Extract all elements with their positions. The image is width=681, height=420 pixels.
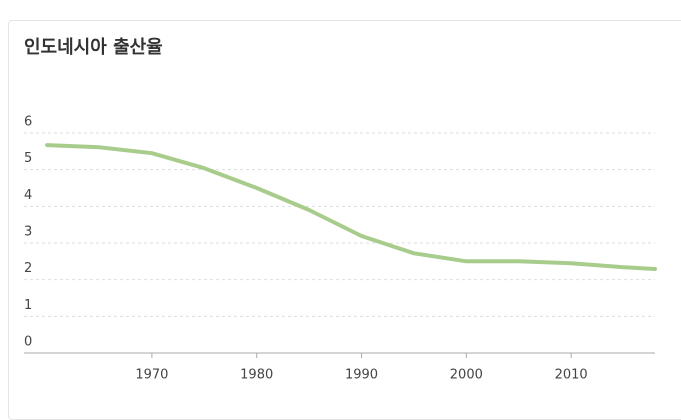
y-tick-label: 4 [24, 188, 32, 203]
y-tick-label: 2 [24, 261, 32, 276]
x-tick-label: 1990 [345, 368, 378, 383]
x-tick-label: 2000 [450, 368, 483, 383]
chart: 인도네시아 출산율 0 1 2 3 4 5 6 1970 1980 1990 2000 2010 [24, 37, 657, 383]
y-tick-label: 0 [24, 335, 32, 350]
x-tick-label: 1970 [135, 368, 168, 383]
y-tick-label: 1 [24, 298, 32, 313]
y-tick-label: 3 [24, 225, 32, 240]
chart-title: 인도네시아 출산율 [24, 37, 163, 58]
line [45, 143, 657, 271]
x-tick-label: 1980 [240, 368, 273, 383]
y-tick-label: 6 [24, 115, 32, 130]
x-tick-label: 2010 [555, 368, 588, 383]
y-tick-label: 5 [24, 151, 32, 166]
